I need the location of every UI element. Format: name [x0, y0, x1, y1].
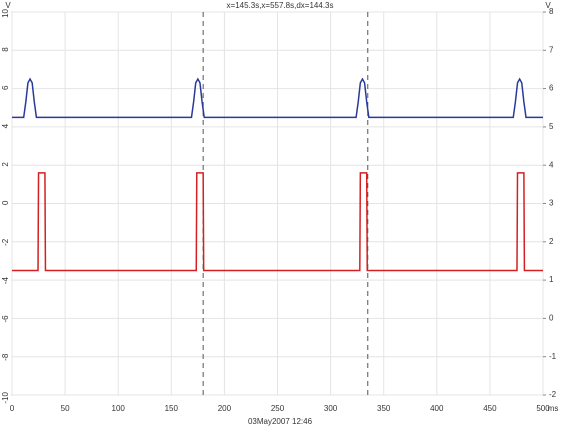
y-tick-label: 10 [1, 8, 10, 17]
x-tick-label: 0 [10, 404, 15, 413]
x-tick-label: 100 [112, 404, 126, 413]
y-tick-label: 2 [1, 162, 10, 167]
y-tick-label: 8 [1, 47, 10, 52]
x-tick-label: 400 [430, 404, 444, 413]
x-tick-label: 500 [536, 404, 550, 413]
y-tick-label: 0 [1, 200, 10, 205]
y2-tick-label: 6 [549, 84, 554, 93]
y2-tick-label: 1 [549, 275, 554, 284]
signal-line [12, 172, 543, 272]
y2-tick-label: 4 [549, 160, 554, 169]
y2-tick-label: 0 [549, 314, 554, 323]
y-tick-label: 6 [1, 85, 10, 90]
right-axis-label: V [545, 1, 551, 10]
y2-tick-label: 3 [549, 199, 554, 208]
x-tick-label: 200 [218, 404, 232, 413]
y2-tick-label: -1 [549, 352, 557, 361]
y-tick-label: -2 [1, 238, 10, 246]
y2-tick-label: 2 [549, 237, 554, 246]
chart-title: x=145.3s,x=557.8s,dx=144.3s [227, 1, 334, 10]
y-tick-label: -4 [1, 277, 10, 285]
y-tick-label: -10 [1, 391, 10, 403]
y-tick-label: -8 [1, 353, 10, 361]
signal-line [12, 77, 543, 119]
y2-tick-label: 7 [549, 45, 554, 54]
x-tick-label: 50 [61, 404, 70, 413]
x-tick-label: 300 [324, 404, 338, 413]
x-tick-label: 150 [165, 404, 179, 413]
x-tick-label: 350 [377, 404, 391, 413]
left-axis-label: V [5, 1, 11, 10]
y2-tick-label: 8 [549, 7, 554, 16]
x-tick-label: 250 [271, 404, 285, 413]
y2-tick-label: -2 [549, 390, 557, 399]
y-tick-label: 4 [1, 123, 10, 128]
y-tick-label: -6 [1, 315, 10, 323]
x-tick-label: 450 [483, 404, 497, 413]
x-unit: ms [548, 404, 559, 413]
footer-date: 03May2007 12:46 [248, 417, 313, 426]
y2-tick-label: 5 [549, 122, 554, 131]
